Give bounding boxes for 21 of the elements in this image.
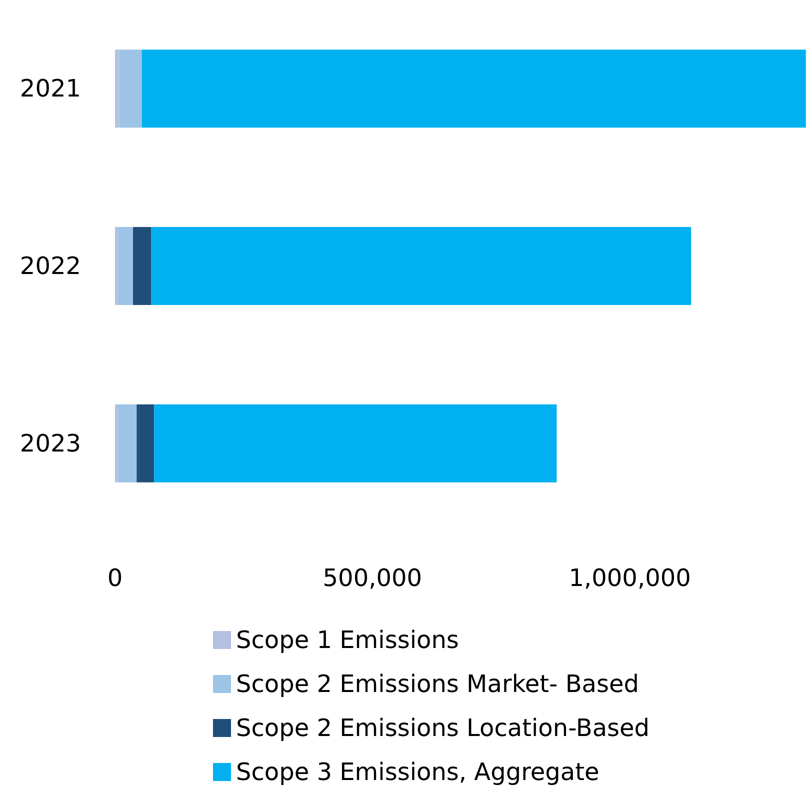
bar (118, 404, 137, 482)
y-tick-label: 2022 (20, 252, 81, 280)
x-tick-label: 500,000 (322, 564, 422, 592)
bar (133, 227, 152, 305)
legend-label: Scope 1 Emissions (236, 626, 459, 654)
legend-label: Scope 2 Emissions Market- Based (236, 670, 640, 698)
legend-label: Scope 2 Emissions Location-Based (236, 714, 650, 742)
y-tick-label: 2021 (20, 74, 81, 103)
x-tick-label: 1,000,000 (568, 564, 691, 592)
bar (136, 404, 154, 482)
bar (119, 50, 142, 128)
bar (115, 404, 118, 482)
bar (115, 50, 120, 128)
bar (151, 227, 692, 305)
legend-label: Scope 3 Emissions, Aggregate (236, 758, 600, 786)
x-tick-label: 0 (107, 564, 123, 592)
bar (115, 227, 118, 305)
bar (142, 50, 806, 128)
bar (154, 404, 557, 482)
y-tick-label: 2023 (20, 429, 81, 458)
bar (118, 227, 134, 305)
